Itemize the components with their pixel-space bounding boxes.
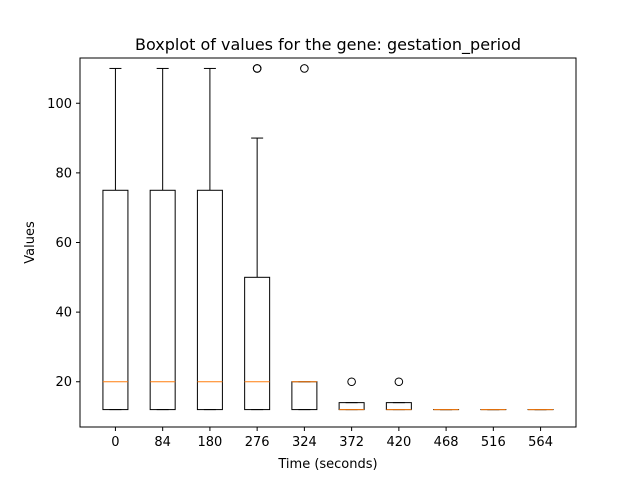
x-tick-label: 564: [528, 435, 553, 450]
box-0: [102, 67, 129, 411]
box-iqr: [244, 276, 271, 411]
x-tick-label: 420: [386, 435, 411, 450]
box-iqr: [102, 189, 129, 411]
y-tick-label: 100: [47, 97, 72, 112]
x-tick-label: 0: [111, 435, 119, 450]
x-tick-label: 276: [245, 435, 270, 450]
outlier-point: [252, 64, 262, 73]
box-324: [291, 64, 318, 411]
x-axis: 0 84 180 276 324 372 420 468 516 564: [111, 427, 553, 450]
x-tick-label: 516: [481, 435, 506, 450]
x-tick-label: 372: [339, 435, 364, 450]
outlier-point: [300, 64, 309, 73]
x-tick-label: 84: [154, 435, 171, 450]
y-tick-label: 80: [55, 166, 72, 181]
y-tick-label: 40: [55, 306, 72, 321]
x-tick-label: 468: [434, 435, 459, 450]
x-tick-label: 324: [292, 435, 317, 450]
box-iqr: [196, 189, 223, 411]
chart-title: Boxplot of values for the gene: gestatio…: [135, 35, 521, 55]
plot-area: [102, 64, 554, 411]
y-axis: 20 40 60 80 100: [47, 97, 80, 390]
outlier-point: [347, 377, 356, 387]
x-axis-label: Time (seconds): [277, 457, 377, 472]
box-iqr: [149, 189, 176, 411]
box-372: [338, 377, 365, 411]
box-180: [196, 67, 223, 411]
box-276: [244, 64, 271, 411]
box-84: [149, 67, 176, 411]
y-tick-label: 60: [55, 236, 72, 251]
box-420: [385, 377, 412, 411]
y-tick-label: 20: [55, 375, 72, 390]
x-tick-label: 180: [197, 435, 222, 450]
y-axis-label: Values: [23, 221, 38, 264]
outlier-point: [394, 377, 404, 387]
